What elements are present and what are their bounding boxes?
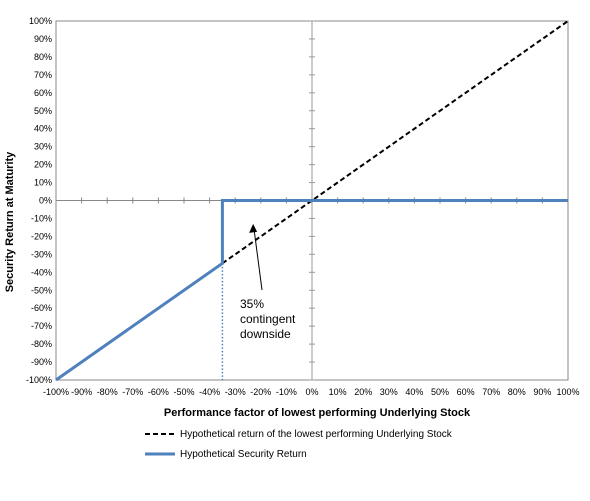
y-tick-label-1: -90% xyxy=(31,357,52,367)
x-tick-label-12: 20% xyxy=(354,387,372,397)
x-tick-label-2: -80% xyxy=(97,387,118,397)
x-tick-label-10: 0% xyxy=(305,387,318,397)
x-tick-label-20: 100% xyxy=(556,387,579,397)
x-tick-label-4: -60% xyxy=(148,387,169,397)
y-tick-label-8: -20% xyxy=(31,231,52,241)
x-tick-label-9: -10% xyxy=(276,387,297,397)
y-tick-label-15: 50% xyxy=(34,106,52,116)
x-tick-label-3: -70% xyxy=(122,387,143,397)
y-tick-label-5: -50% xyxy=(31,285,52,295)
annotation-arrow-line xyxy=(253,229,263,291)
y-tick-label-10: 0% xyxy=(39,196,52,206)
y-tick-label-7: -30% xyxy=(31,249,52,259)
y-axis-title: Security Return at Maturity xyxy=(4,151,16,292)
y-tick-labels: -100% -90% -80% -70% -60% -50% -40% -30% -20% -10… xyxy=(26,16,52,385)
x-tick-labels: -100% -90% -80% -70% -60% -50% -40% -30% -20% -10… xyxy=(43,387,580,397)
series-security-return-line xyxy=(55,199,568,382)
x-tick-label-7: -30% xyxy=(225,387,246,397)
x-tick-label-15: 50% xyxy=(431,387,449,397)
x-tick-label-11: 10% xyxy=(329,387,347,397)
series-underlying-stock-line xyxy=(221,20,569,265)
y-tick-label-16: 60% xyxy=(34,88,52,98)
y-tick-label-13: 30% xyxy=(34,142,52,152)
x-tick-label-19: 90% xyxy=(533,387,551,397)
x-tick-label-0: -100% xyxy=(43,387,69,397)
y-tick-label-4: -60% xyxy=(31,303,52,313)
legend: Hypothetical return of the lowest perfor… xyxy=(145,429,453,460)
y-tick-label-9: -10% xyxy=(31,213,52,223)
y-tick-label-6: -40% xyxy=(31,267,52,277)
y-tick-label-17: 70% xyxy=(34,70,52,80)
x-tick-label-5: -50% xyxy=(173,387,194,397)
y-tick-label-19: 90% xyxy=(34,34,52,44)
y-tick-label-12: 20% xyxy=(34,160,52,170)
legend-label-security: Hypothetical Security Return xyxy=(180,449,307,460)
legend-label-stock: Hypothetical return of the lowest perfor… xyxy=(180,429,453,440)
x-axis-title: Performance factor of lowest performing … xyxy=(164,407,471,419)
y-tick-label-2: -80% xyxy=(31,339,52,349)
y-tick-label-18: 80% xyxy=(34,52,52,62)
y-tick-label-14: 40% xyxy=(34,124,52,134)
annotation-text-line-0: 35% xyxy=(240,297,264,311)
x-tick-label-1: -90% xyxy=(71,387,92,397)
y-tick-label-11: 10% xyxy=(34,178,52,188)
x-tick-label-14: 40% xyxy=(405,387,423,397)
x-tick-label-17: 70% xyxy=(482,387,500,397)
annotation-arrowhead xyxy=(249,223,258,233)
y-tick-label-0: -100% xyxy=(26,375,52,385)
annotation-text-line-1: contingent xyxy=(240,312,296,326)
x-tick-label-6: -40% xyxy=(199,387,220,397)
x-tick-label-13: 30% xyxy=(380,387,398,397)
x-tick-label-8: -20% xyxy=(250,387,271,397)
x-tick-label-18: 80% xyxy=(508,387,526,397)
annotation-text-line-2: downside xyxy=(240,327,291,341)
y-tick-label-20: 100% xyxy=(29,16,52,26)
series-layer xyxy=(55,20,569,382)
y-tick-label-3: -70% xyxy=(31,321,52,331)
x-tick-label-16: 60% xyxy=(457,387,475,397)
